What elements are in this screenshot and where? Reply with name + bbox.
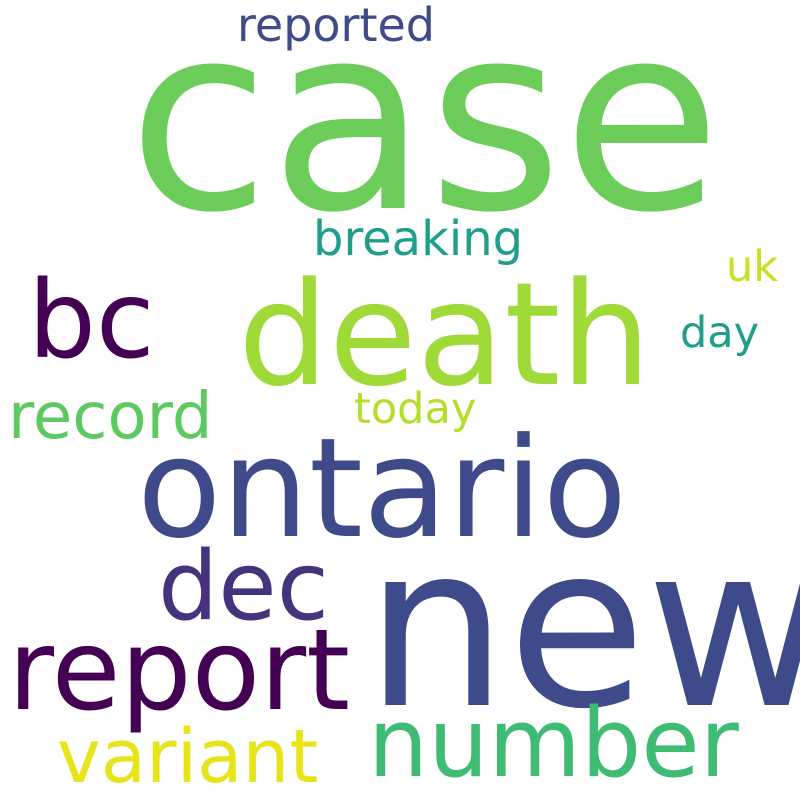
word-uk: uk (726, 242, 779, 292)
word-new: new (365, 497, 800, 759)
word-reported: reported (237, 0, 435, 52)
word-record: record (8, 380, 213, 454)
word-variant: variant (57, 714, 319, 800)
word-case: case (128, 0, 722, 269)
word-ontario: ontario (137, 408, 628, 569)
word-dec: dec (158, 532, 329, 642)
word-day: day (680, 308, 760, 358)
word-death: death (238, 251, 652, 418)
word-today: today (354, 384, 477, 434)
word-report: report (8, 606, 351, 736)
word-breaking: breaking (313, 211, 524, 267)
word-bc: bc (28, 259, 155, 383)
word-number: number (368, 689, 739, 799)
